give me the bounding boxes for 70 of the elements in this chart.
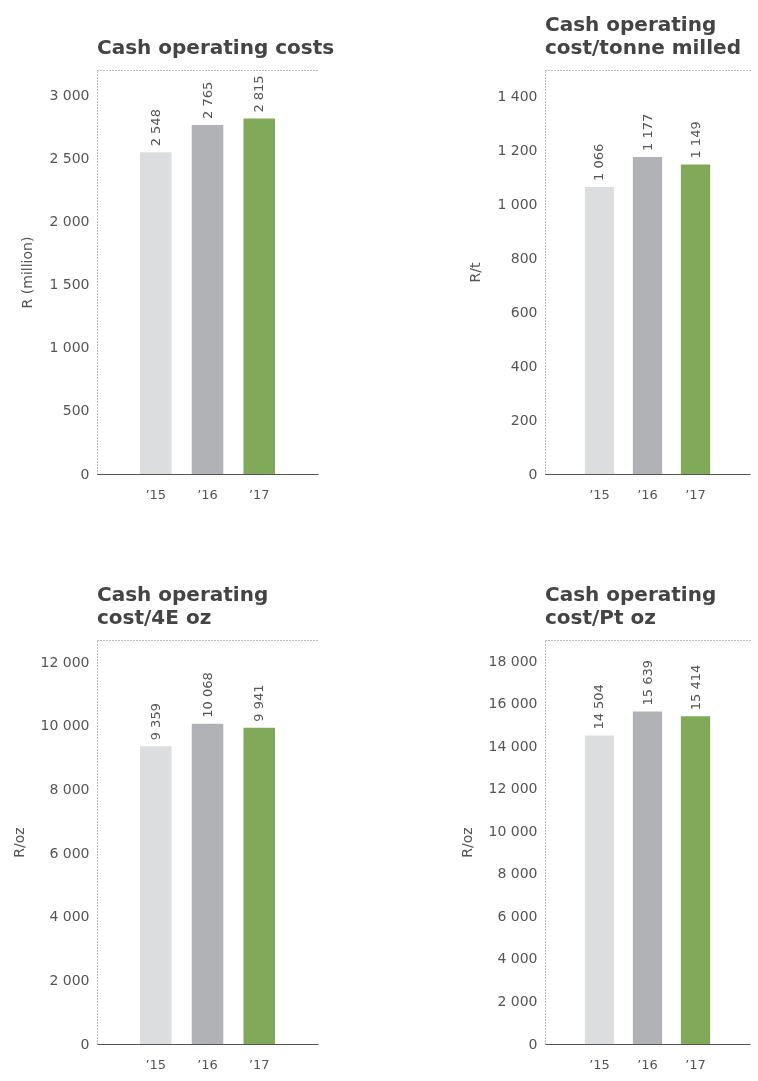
chart-title: Cash operating cost/4E oz — [97, 582, 269, 629]
y-tick-label: 12 000 — [488, 780, 538, 797]
data-label: 2 765 — [199, 81, 215, 119]
bar — [680, 716, 711, 1044]
chart-title: Cash operating cost/tonne milled — [545, 12, 741, 59]
y-tick-label: 0 — [80, 465, 90, 482]
y-tick-label: 2 500 — [49, 149, 90, 166]
bar — [632, 156, 663, 474]
y-tick-label: 0 — [528, 1035, 538, 1052]
data-label: 1 177 — [639, 113, 655, 151]
x-tick-label: ’16 — [637, 1056, 658, 1072]
x-tick-label: ’15 — [145, 486, 167, 502]
y-tick-label: 4 000 — [497, 950, 538, 967]
bar — [632, 711, 663, 1044]
y-tick-label: 2 000 — [49, 213, 90, 229]
y-tick-label: 2 000 — [49, 971, 90, 988]
x-tick-label: ’16 — [197, 486, 218, 502]
y-tick-label: 2 000 — [497, 992, 538, 1009]
y-tick-label: 6 000 — [49, 844, 90, 861]
y-tick-label: 14 000 — [488, 737, 538, 754]
y-axis-title: R (million) — [19, 236, 36, 309]
x-tick-label: ’15 — [145, 1056, 167, 1072]
y-tick-label: 400 — [510, 357, 538, 374]
y-tick-label: 1 000 — [49, 339, 90, 356]
y-tick-label: 1 200 — [497, 142, 538, 159]
y-tick-label: 1 000 — [497, 196, 538, 213]
x-tick-label: ’17 — [685, 1056, 706, 1072]
x-tick-label: ’17 — [685, 486, 706, 502]
data-label: 15 639 — [639, 659, 655, 706]
chart-title: Cash operating costs — [97, 35, 335, 59]
data-label: 14 504 — [591, 684, 607, 730]
y-axis-title: R/t — [467, 262, 484, 283]
x-tick-label: ’16 — [197, 1056, 218, 1072]
data-label: 15 414 — [687, 664, 703, 711]
y-tick-label: 16 000 — [488, 695, 538, 712]
bar — [680, 164, 711, 474]
y-tick-label: 1 500 — [49, 276, 90, 293]
y-tick-label: 6 000 — [497, 907, 538, 924]
data-label: 1 066 — [591, 143, 607, 181]
bar — [584, 735, 615, 1044]
data-label: 10 068 — [199, 672, 215, 718]
y-axis-title: R/oz — [10, 827, 27, 858]
y-tick-label: 500 — [62, 402, 90, 419]
y-tick-label: 12 000 — [40, 653, 90, 670]
data-label: 2 815 — [251, 75, 267, 113]
y-tick-label: 18 000 — [488, 652, 538, 669]
y-tick-label: 600 — [510, 303, 538, 320]
data-label: 9 941 — [251, 684, 267, 722]
y-tick-label: 800 — [510, 250, 538, 267]
y-tick-label: 0 — [528, 465, 538, 482]
y-tick-label: 3 000 — [49, 86, 90, 103]
y-tick-label: 4 000 — [49, 908, 90, 925]
data-label: 2 548 — [147, 109, 163, 147]
x-tick-label: ’17 — [248, 486, 270, 502]
y-tick-label: 0 — [80, 1035, 90, 1052]
y-tick-label: 10 000 — [40, 717, 90, 734]
y-tick-label: 8 000 — [49, 781, 90, 798]
x-tick-label: ’17 — [248, 1056, 270, 1072]
bar — [584, 186, 615, 474]
data-label: 9 359 — [147, 703, 163, 741]
data-label: 1 149 — [687, 121, 703, 159]
y-tick-label: 8 000 — [497, 865, 538, 882]
x-tick-label: ’15 — [589, 486, 610, 502]
y-tick-label: 200 — [510, 411, 538, 428]
y-axis-title: R/oz — [458, 827, 475, 858]
y-tick-label: 1 400 — [497, 88, 538, 105]
x-tick-label: ’15 — [589, 1056, 610, 1072]
chart-title: Cash operating cost/Pt oz — [545, 582, 717, 629]
x-tick-label: ’16 — [637, 486, 658, 502]
y-tick-label: 10 000 — [488, 822, 538, 839]
